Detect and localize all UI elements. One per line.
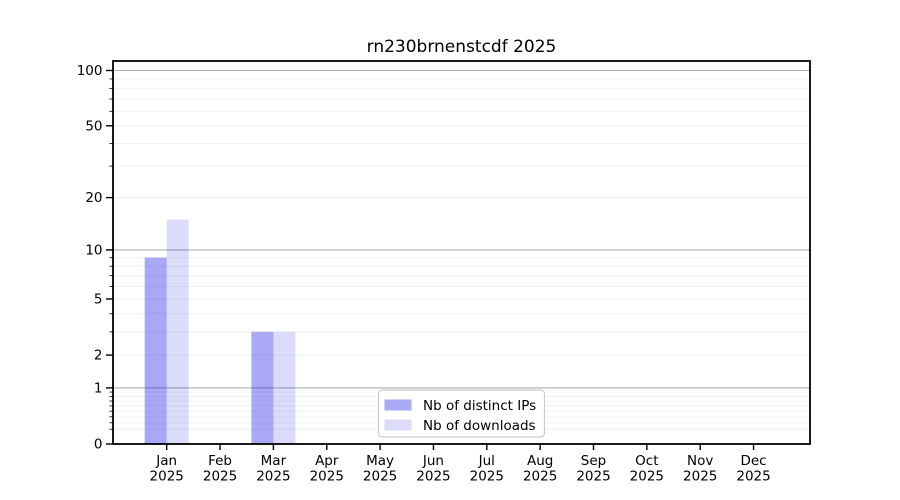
ytick-label-5: 5 [94, 292, 103, 308]
legend-box [377, 389, 546, 438]
ytick-label-1: 1 [94, 381, 103, 397]
ytick-label-2: 2 [94, 348, 103, 364]
ytick-label-50: 50 [85, 118, 102, 134]
xtick-label-year-jan-2025: 2025 [150, 469, 184, 485]
xtick-label-year-jul-2025: 2025 [470, 469, 504, 485]
plot-frame [112, 60, 811, 445]
xtick-label-year-mar-2025: 2025 [256, 469, 290, 485]
legend-swatch-downloads [384, 419, 412, 431]
xtick-label-year-jun-2025: 2025 [416, 469, 450, 485]
xtick-label-month-aug-2025: Aug [527, 453, 553, 469]
axis-layer: 1005020105210Jan2025Feb2025Mar2025Apr202… [77, 63, 771, 484]
ytick-label-0: 0 [94, 437, 103, 453]
xtick-label-year-oct-2025: 2025 [630, 469, 664, 485]
xtick-label-month-feb-2025: Feb [208, 453, 232, 469]
legend-label-distinct-ips: Nb of distinct IPs [423, 398, 536, 414]
gridlines-layer [113, 69, 810, 430]
xtick-label-month-oct-2025: Oct [635, 453, 658, 469]
bar-nb-of-downloads-jan-2025 [166, 219, 189, 444]
xtick-label-month-jul-2025: Jul [478, 453, 495, 469]
ytick-label-10: 10 [85, 243, 102, 259]
ytick-label-100: 100 [77, 63, 103, 79]
xtick-label-month-dec-2025: Dec [740, 453, 766, 469]
legend-label-downloads: Nb of downloads [423, 418, 536, 434]
xtick-label-year-feb-2025: 2025 [203, 469, 237, 485]
xtick-label-year-may-2025: 2025 [363, 469, 397, 485]
xtick-label-year-nov-2025: 2025 [683, 469, 717, 485]
legend-swatch-distinct-ips [384, 399, 412, 411]
xtick-label-month-sep-2025: Sep [581, 453, 606, 469]
xtick-label-year-sep-2025: 2025 [576, 469, 610, 485]
xtick-label-year-apr-2025: 2025 [310, 469, 344, 485]
xtick-label-month-apr-2025: Apr [315, 453, 339, 469]
bar-nb-of-distinct-ips-mar-2025 [251, 331, 274, 444]
legend: Nb of distinct IPs Nb of downloads [377, 389, 546, 438]
xtick-label-year-dec-2025: 2025 [736, 469, 770, 485]
xtick-label-month-nov-2025: Nov [687, 453, 713, 469]
xtick-label-month-may-2025: May [366, 453, 394, 469]
xtick-label-month-mar-2025: Mar [261, 453, 287, 469]
bar-nb-of-downloads-mar-2025 [273, 331, 296, 444]
xtick-label-month-jun-2025: Jun [422, 453, 444, 469]
ytick-label-20: 20 [85, 190, 102, 206]
chart-title: rn230brnenstcdf 2025 [367, 37, 557, 57]
xtick-label-year-aug-2025: 2025 [523, 469, 557, 485]
bar-nb-of-distinct-ips-jan-2025 [144, 257, 167, 444]
xtick-label-month-jan-2025: Jan [155, 453, 177, 469]
bars-layer [144, 219, 296, 444]
